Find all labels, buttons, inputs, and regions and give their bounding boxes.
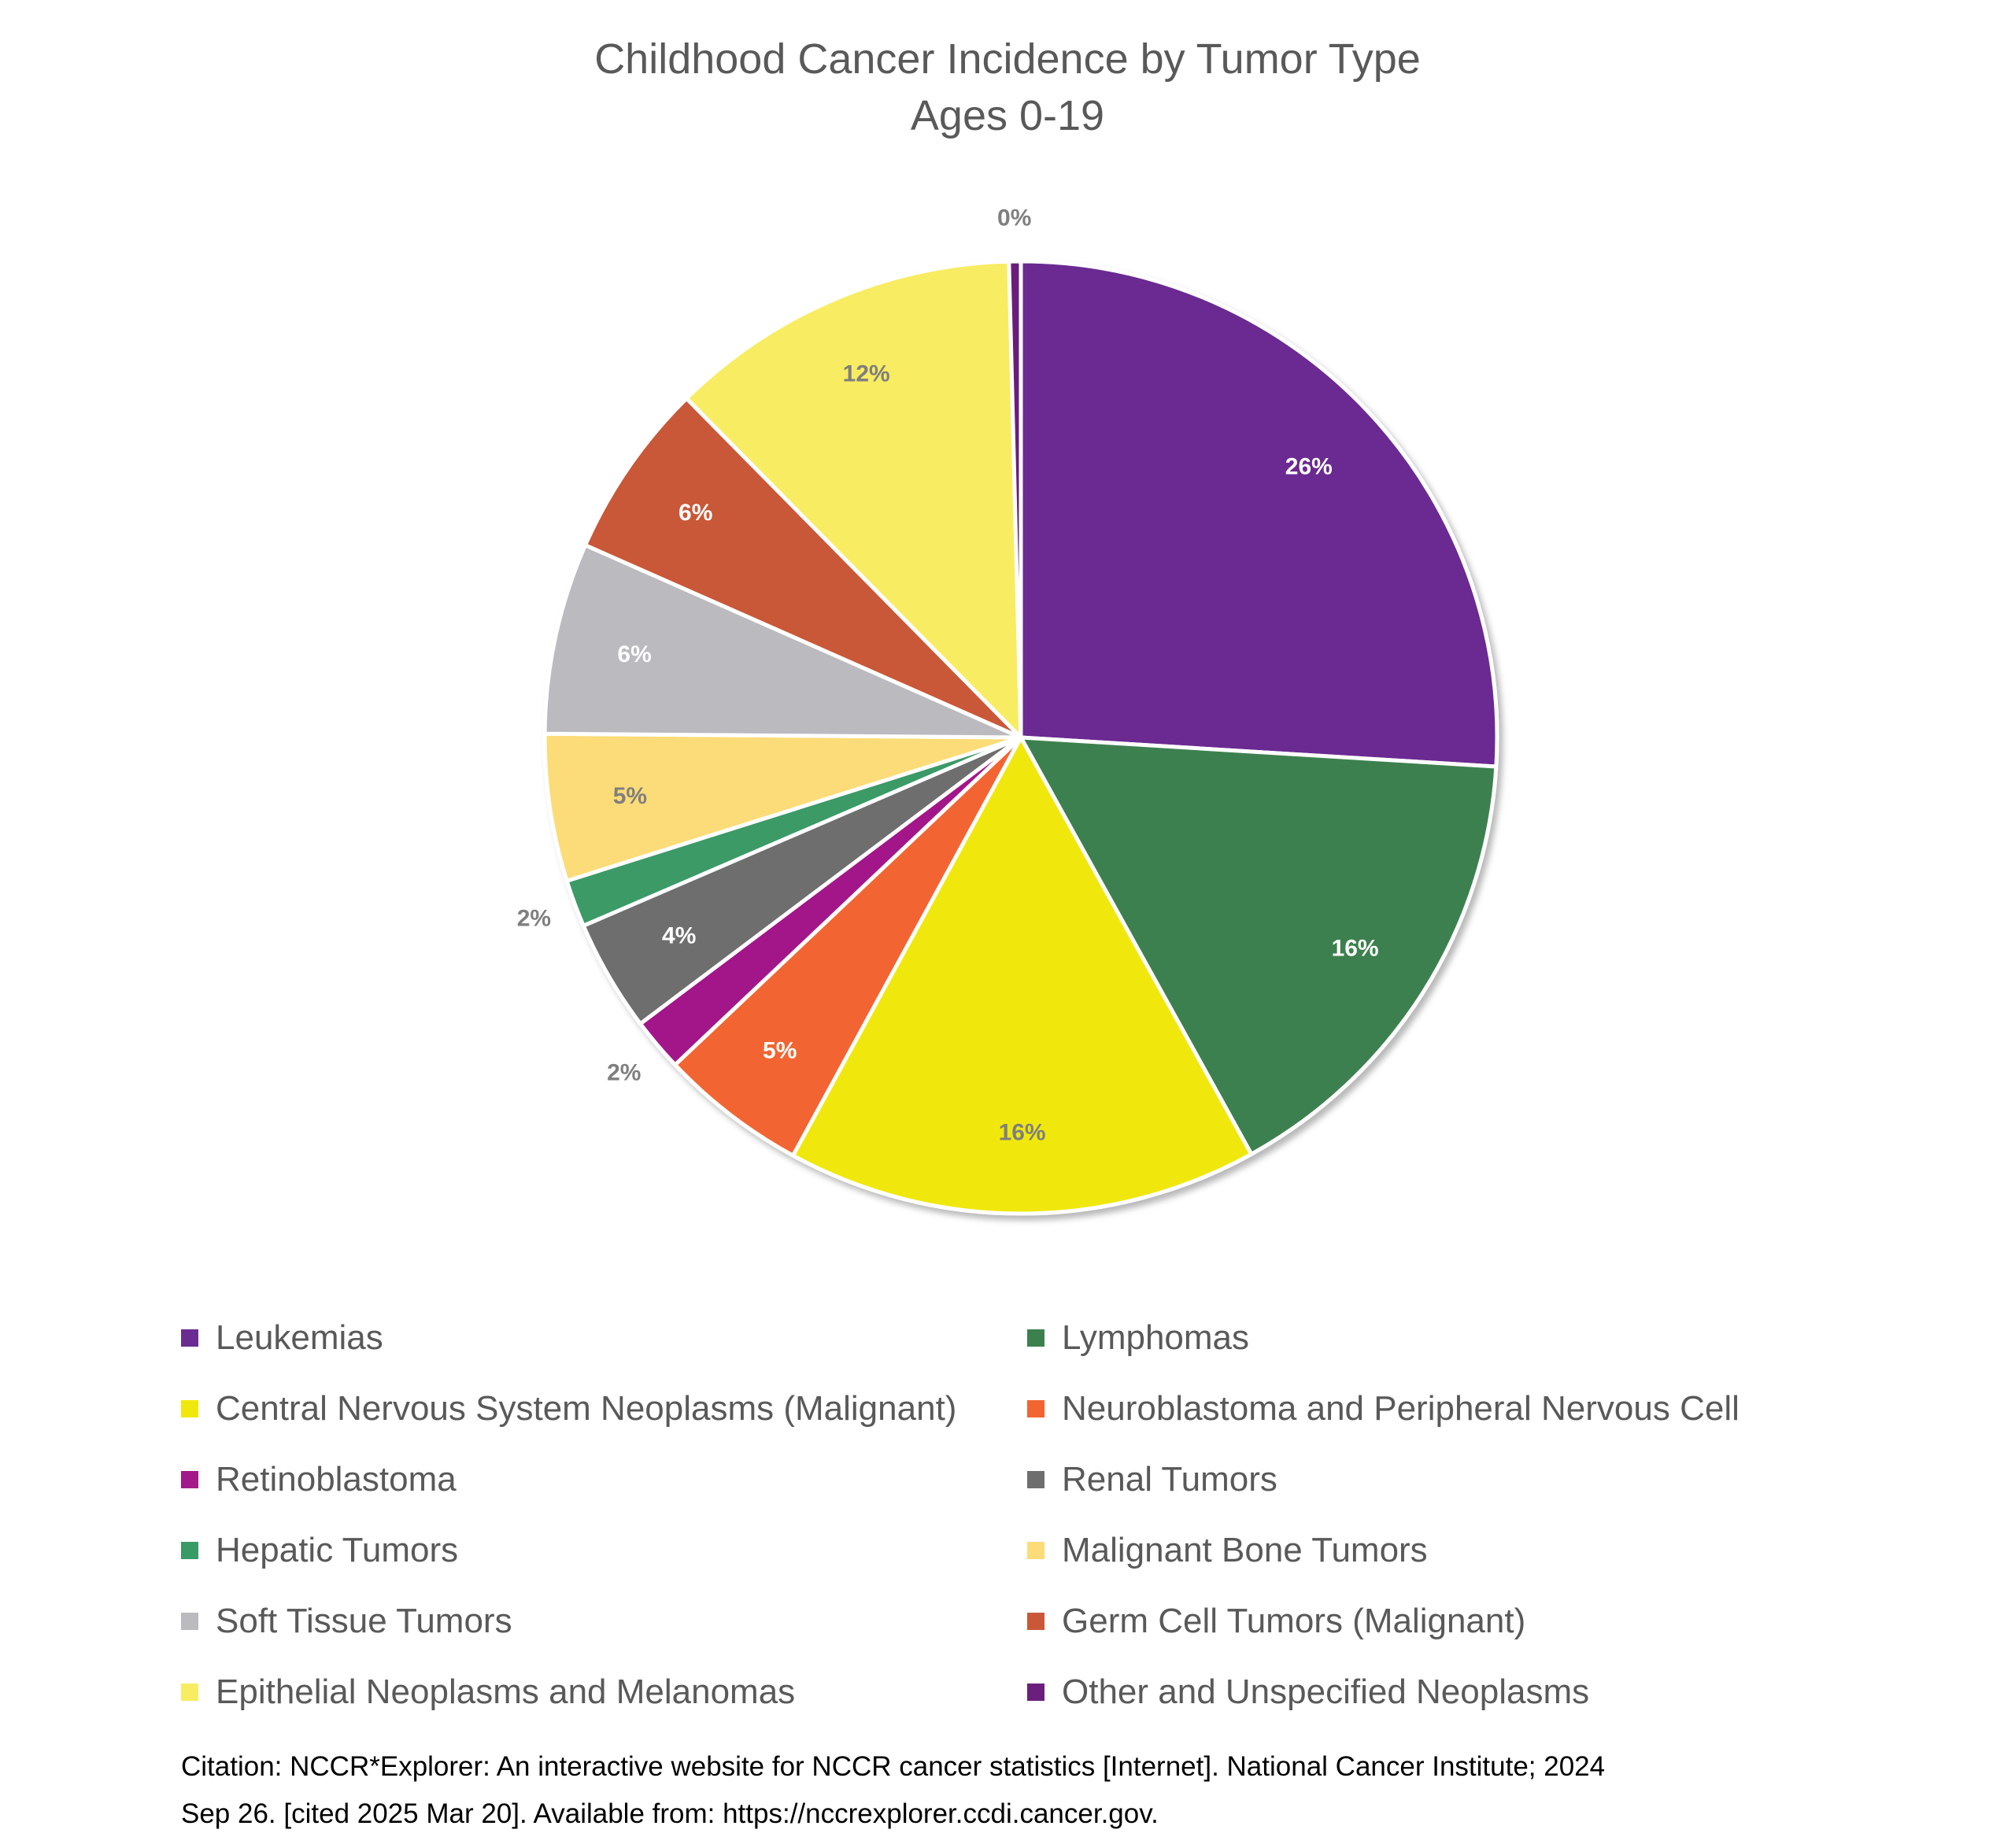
legend-label: Lymphomas — [1062, 1318, 1250, 1357]
data-label-renal-tumors: 4% — [662, 923, 696, 949]
legend-swatch — [1027, 1542, 1044, 1559]
legend-label: Central Nervous System Neoplasms (Malign… — [216, 1389, 957, 1428]
legend-item-soft-tissue-tumors: Soft Tissue Tumors — [181, 1594, 512, 1649]
legend-swatch — [1027, 1471, 1044, 1488]
legend-swatch — [181, 1613, 198, 1630]
pie-slice-epithelial-neoplasms-and-melanomas — [684, 259, 1023, 740]
legend-label: Renal Tumors — [1062, 1460, 1277, 1499]
legend-label: Malignant Bone Tumors — [1062, 1531, 1428, 1569]
chart-title: Childhood Cancer Incidence by Tumor Type — [594, 35, 1421, 83]
legend-swatch — [1027, 1613, 1044, 1630]
legend-swatch — [181, 1400, 198, 1417]
data-label-leukemias: 26% — [1285, 454, 1333, 480]
legend-label: Neuroblastoma and Peripheral Nervous Cel… — [1062, 1389, 1740, 1428]
data-label-hepatic-tumors: 2% — [517, 906, 551, 932]
legend-label: Leukemias — [216, 1318, 383, 1357]
data-label-lymphomas: 16% — [1332, 936, 1379, 962]
legend-swatch — [181, 1542, 198, 1559]
legend-item-germ-cell-tumors-malignant: Germ Cell Tumors (Malignant) — [1027, 1594, 1525, 1649]
pie-chart: 26% 16% 16% 5% 2% 4% 2% 5% 6% 6% 12% 0% — [517, 205, 1499, 1216]
legend-swatch — [1027, 1329, 1044, 1347]
pie-slice-central-nervous-system-neoplasms-malignant — [790, 735, 1254, 1216]
pie-slice-neuroblastoma-and-peripheral-nervous-cell — [673, 735, 1023, 1158]
legend-swatch — [181, 1684, 198, 1701]
data-label-germ-cell-tumors-malignant: 6% — [678, 500, 712, 526]
legend-item-other-and-unspecified-neoplasms: Other and Unspecified Neoplasms — [1027, 1665, 1589, 1720]
citation: Citation: NCCR*Explorer: An interactive … — [181, 1743, 1873, 1838]
data-label-neuroblastoma-and-peripheral-nervous-cell: 5% — [763, 1037, 797, 1063]
citation-line-2: Sep 26. [cited 2025 Mar 20]. Available f… — [181, 1798, 1159, 1829]
legend-label: Germ Cell Tumors (Malignant) — [1062, 1602, 1526, 1640]
legend-item-malignant-bone-tumors: Malignant Bone Tumors — [1027, 1523, 1428, 1578]
legend-swatch — [1027, 1400, 1044, 1417]
legend-label: Epithelial Neoplasms and Melanomas — [216, 1672, 796, 1711]
pie-slice-leukemias — [1019, 259, 1499, 769]
legend-item-central-nervous-system-neoplasms-malignant: Central Nervous System Neoplasms (Malign… — [181, 1381, 956, 1436]
chart-subtitle: Ages 0-19 — [910, 92, 1105, 139]
data-label-malignant-bone-tumors: 5% — [613, 783, 647, 809]
legend-swatch — [181, 1471, 198, 1488]
data-label-soft-tissue-tumors: 6% — [617, 641, 651, 667]
pie-slice-germ-cell-tumors-malignant — [583, 396, 1023, 740]
legend-item-hepatic-tumors: Hepatic Tumors — [181, 1523, 458, 1578]
legend-item-renal-tumors: Renal Tumors — [1027, 1452, 1277, 1507]
legend-item-lymphomas: Lymphomas — [1027, 1310, 1249, 1366]
data-label-central-nervous-system-neoplasms-malignant: 16% — [999, 1120, 1046, 1146]
pie-slice-other-and-unspecified-neoplasms — [1007, 259, 1023, 740]
legend-label: Other and Unspecified Neoplasms — [1062, 1672, 1590, 1711]
legend-label: Retinoblastoma — [216, 1460, 457, 1499]
legend-item-retinoblastoma: Retinoblastoma — [181, 1452, 457, 1507]
legend-swatch — [181, 1329, 198, 1347]
legend-item-epithelial-neoplasms-and-melanomas: Epithelial Neoplasms and Melanomas — [181, 1665, 795, 1720]
pie-slice-lymphomas — [1019, 735, 1499, 1156]
pie-slice-malignant-bone-tumors — [542, 731, 1023, 883]
citation-line-1: Citation: NCCR*Explorer: An interactive … — [181, 1751, 1606, 1782]
legend-item-leukemias: Leukemias — [181, 1310, 383, 1366]
legend-label: Hepatic Tumors — [216, 1531, 459, 1569]
data-label-other-and-unspecified-neoplasms: 0% — [997, 205, 1031, 231]
legend-swatch — [1027, 1684, 1044, 1701]
legend-label: Soft Tissue Tumors — [216, 1602, 512, 1640]
data-label-epithelial-neoplasms-and-melanomas: 12% — [843, 360, 890, 386]
data-label-retinoblastoma: 2% — [607, 1059, 641, 1085]
pie-slice-soft-tissue-tumors — [542, 543, 1023, 740]
legend-item-neuroblastoma-and-peripheral-nervous-cell: Neuroblastoma and Peripheral Nervous Cel… — [1027, 1381, 1740, 1436]
